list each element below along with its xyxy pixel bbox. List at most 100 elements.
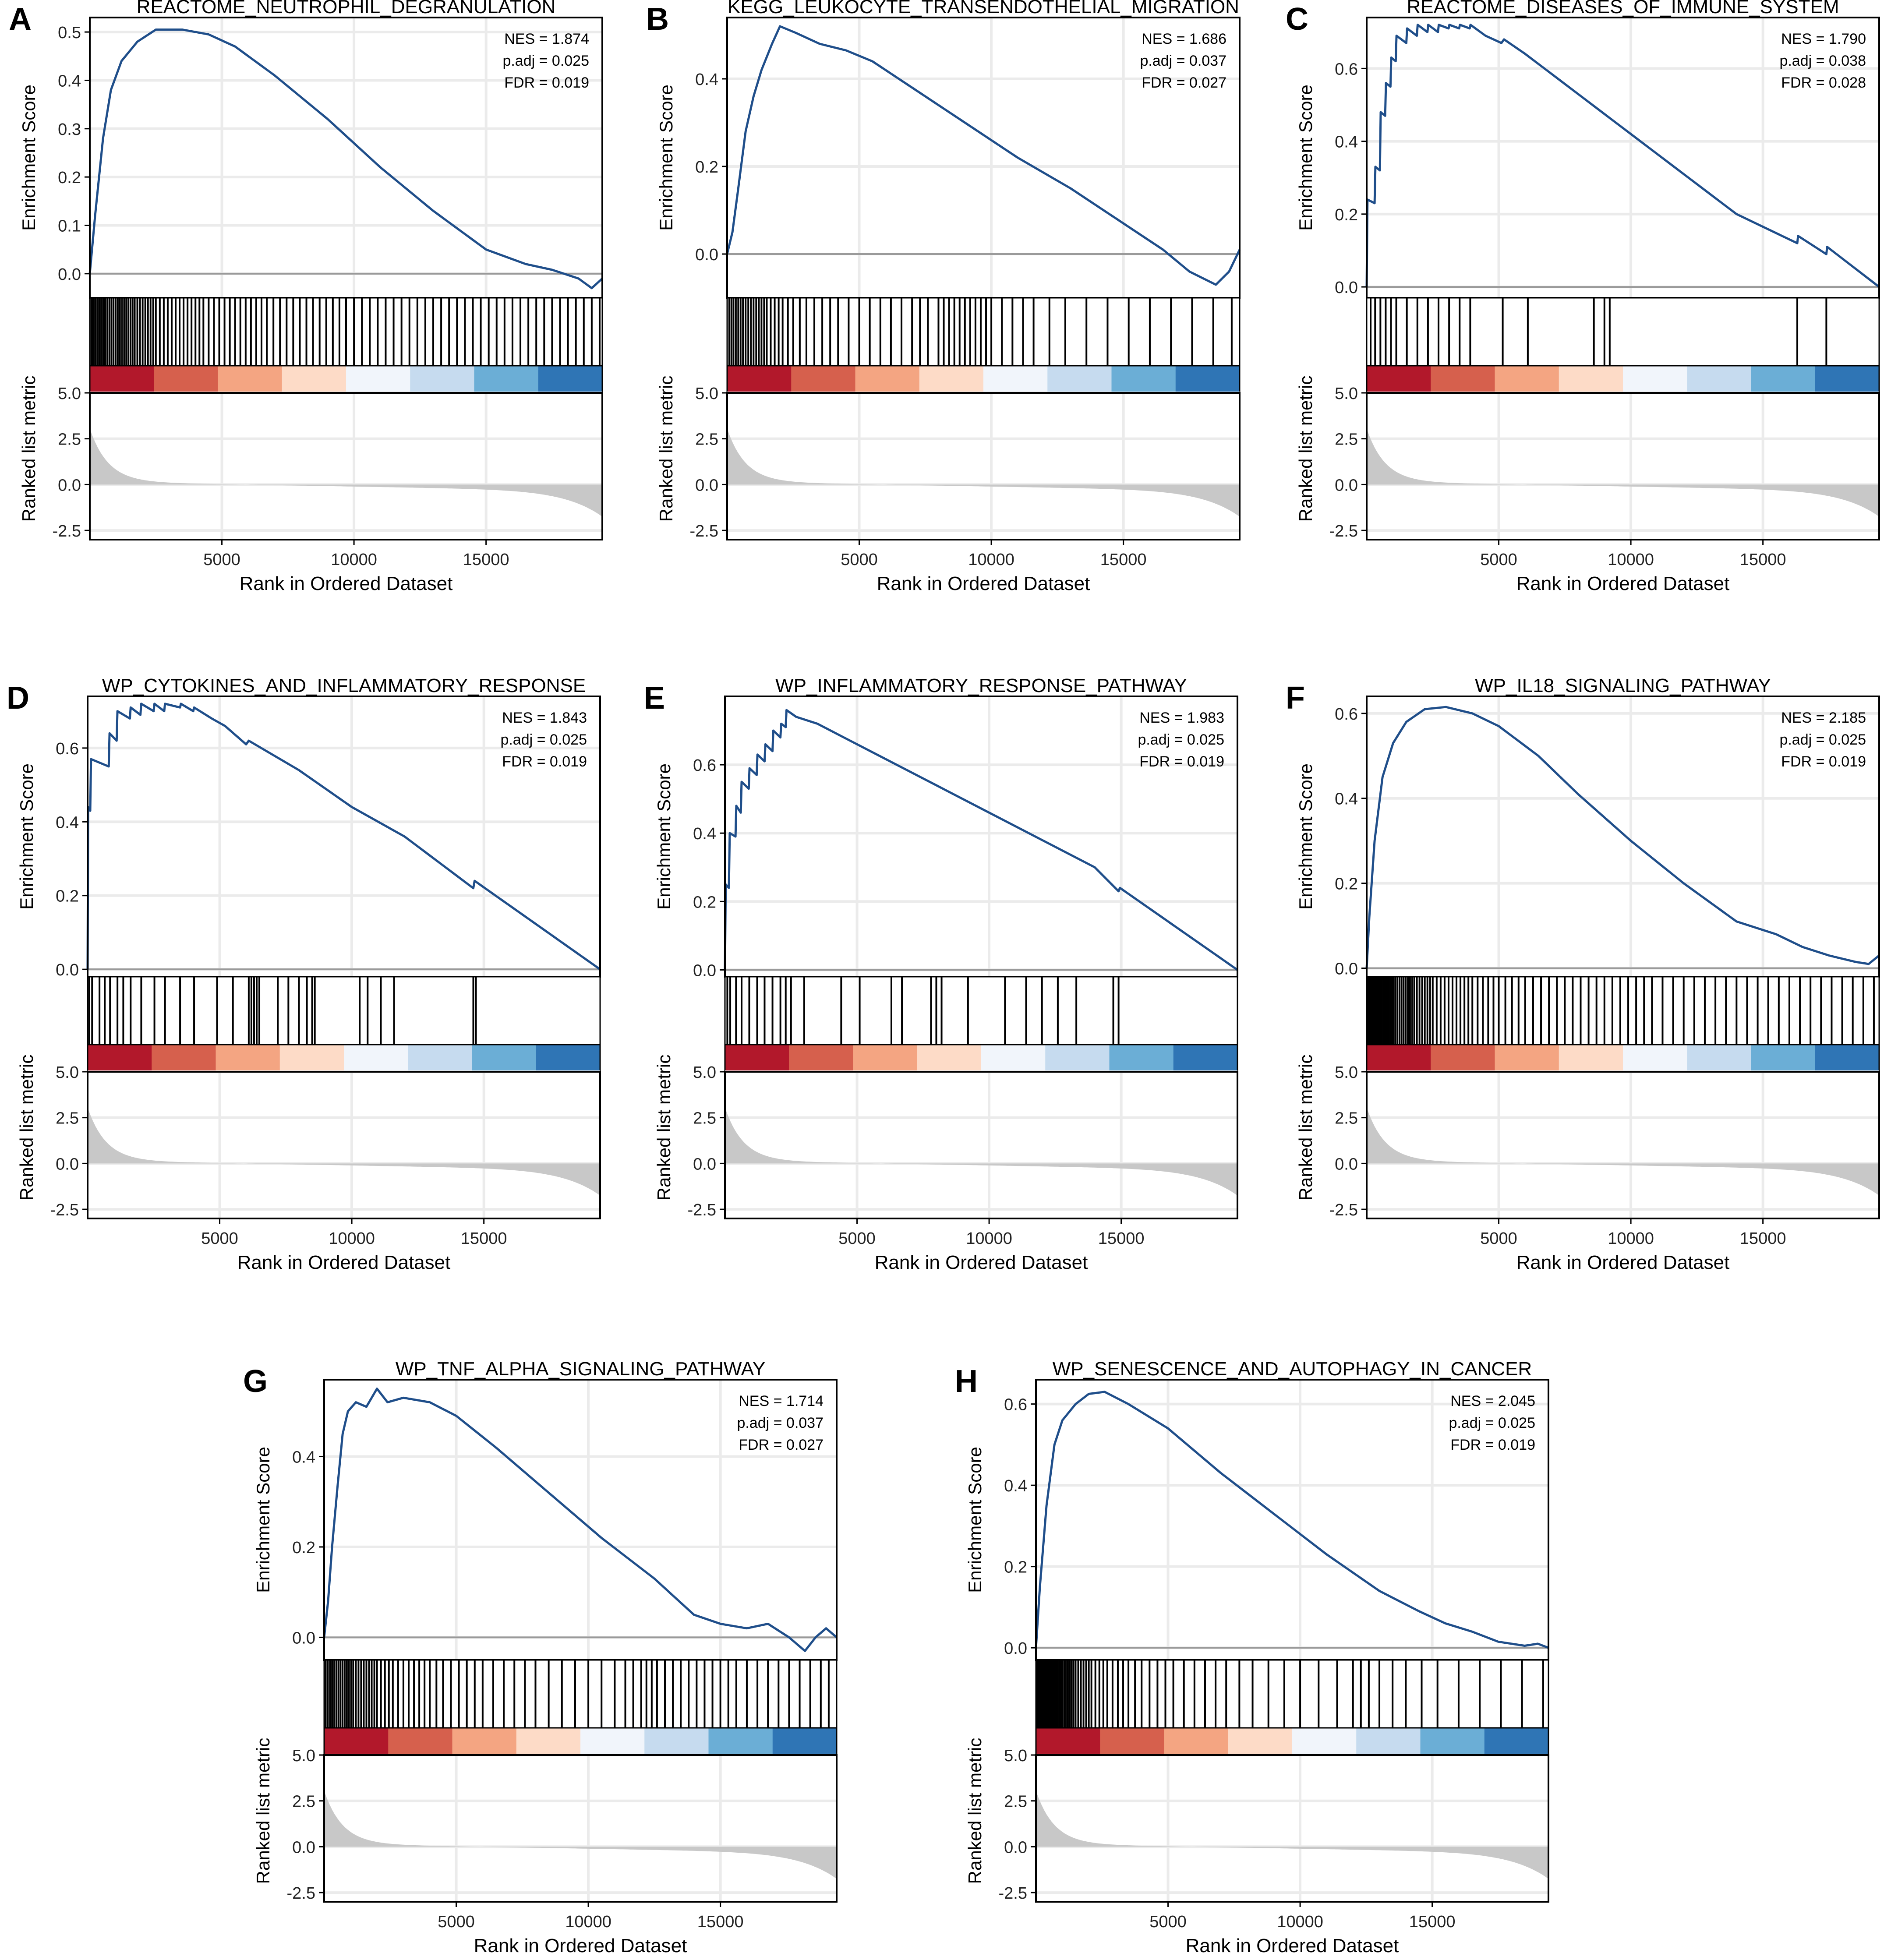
rank-tick-label: 5.0 — [1335, 1063, 1358, 1082]
rank-tick-label: 5.0 — [56, 1063, 79, 1082]
rank-ylabel: Ranked list metric — [1295, 1055, 1316, 1201]
heat-segment — [1751, 1045, 1816, 1072]
heat-segment — [154, 366, 219, 393]
rank-frame — [323, 1754, 838, 1903]
stat-text: NES = 1.790 — [1781, 31, 1866, 47]
heat-strip — [87, 1044, 601, 1073]
rank-panel: 5.0 2.5 0.0 -2.5 5000 10000 15000 Ranked list m… — [1295, 1055, 1880, 1273]
heat-segment — [917, 1045, 982, 1072]
rank-tick-label: -2.5 — [50, 1201, 79, 1219]
panel-g: G WP_TNF_ALPHA_SIGNALING_PATHWAY 0.0 0.2 0.4… — [243, 1358, 838, 1956]
heat-segment — [1367, 366, 1432, 393]
rank-background — [727, 393, 1240, 540]
heat-segment — [344, 1045, 409, 1072]
rank-tick-label: 2.5 — [1004, 1793, 1027, 1811]
es-curve — [88, 28, 603, 290]
hit-frame — [724, 976, 1238, 1045]
panel-letter: A — [9, 2, 32, 37]
hit-frame — [726, 297, 1241, 367]
panel-letter: E — [644, 681, 665, 716]
es-background — [1367, 18, 1879, 298]
es-background — [88, 696, 600, 977]
x-tick-label: 5000 — [841, 551, 878, 569]
stat-text: FDR = 0.019 — [1450, 1437, 1535, 1453]
rank-tick-label: 0.0 — [292, 1838, 315, 1857]
heat-segment — [727, 366, 792, 393]
hit-frame — [323, 1659, 838, 1729]
heat-segment — [410, 366, 475, 393]
stat-text: NES = 2.045 — [1450, 1393, 1535, 1409]
stat-text: p.adj = 0.025 — [1449, 1415, 1535, 1431]
es-ylabel: Enrichment Score — [965, 1447, 985, 1593]
rank-tick-label: 5.0 — [1335, 385, 1358, 403]
heat-strip — [1035, 1727, 1549, 1756]
heat-segment — [1495, 1045, 1559, 1072]
heat-segment — [791, 366, 856, 393]
heat-segment — [472, 1045, 537, 1072]
panel-b: B KEGG_LEUKOCYTE_TRANSENDOTHELIAL_MIGRATI… — [646, 0, 1241, 594]
heat-segment — [279, 1045, 344, 1072]
es-panel: 0.0 0.2 0.4 0.6 Enrichment Score NES = 1.790 p… — [1295, 17, 1880, 299]
heat-segment — [1164, 1728, 1229, 1755]
es-background — [727, 18, 1240, 298]
x-label: Rank in Ordered Dataset — [877, 573, 1090, 594]
x-tick-label: 5000 — [1149, 1913, 1187, 1931]
chart-title: WP_SENESCENCE_AND_AUTOPHAGY_IN_CANCER — [1053, 1358, 1532, 1380]
heat-segment — [216, 1045, 280, 1072]
chart-title: WP_IL18_SIGNALING_PATHWAY — [1475, 675, 1771, 696]
stat-text: p.adj = 0.037 — [737, 1415, 824, 1431]
x-tick-label: 5000 — [1480, 1229, 1517, 1248]
es-tick-label: 0.2 — [1335, 875, 1358, 893]
chart-title: REACTOME_DISEASES_OF_IMMUNE_SYSTEM — [1407, 0, 1839, 18]
heat-segment — [346, 366, 411, 393]
rank-tick-label: -2.5 — [999, 1884, 1027, 1903]
heat-segment — [789, 1045, 854, 1072]
x-tick-label: 10000 — [1277, 1913, 1323, 1931]
x-tick-label: 15000 — [463, 551, 509, 569]
x-label: Rank in Ordered Dataset — [474, 1935, 687, 1956]
x-tick-label: 5000 — [838, 1229, 876, 1248]
rank-panel: 5.0 2.5 0.0 -2.5 5000 10000 15000 Ranked list m… — [1295, 376, 1880, 594]
es-tick-label: 0.2 — [292, 1539, 315, 1557]
rank-background — [1036, 1755, 1548, 1902]
hit-frame — [1035, 1659, 1549, 1729]
rank-tick-label: 0.0 — [56, 1155, 79, 1173]
heat-segment — [853, 1045, 918, 1072]
x-tick-label: 10000 — [331, 551, 377, 569]
es-ylabel: Enrichment Score — [18, 85, 39, 231]
es-tick-label: 0.2 — [58, 169, 81, 187]
heat-segment — [708, 1728, 773, 1755]
heat-segment — [1111, 366, 1176, 393]
rank-tick-label: -2.5 — [53, 522, 81, 540]
chart-title: KEGG_LEUKOCYTE_TRANSENDOTHELIAL_MIGRATIO… — [728, 0, 1239, 18]
x-tick-label: 10000 — [966, 1229, 1012, 1248]
es-tick-label: 0.6 — [693, 756, 716, 775]
heat-segment — [772, 1728, 837, 1755]
rank-ylabel: Ranked list metric — [656, 376, 676, 522]
es-ylabel: Enrichment Score — [656, 85, 676, 231]
es-ylabel: Enrichment Score — [1295, 85, 1316, 231]
rank-panel: 5.0 2.5 0.0 -2.5 5000 10000 15000 Ranked list m… — [16, 1055, 601, 1273]
es-tick-label: 0.2 — [56, 887, 79, 906]
heat-segment — [452, 1728, 517, 1755]
rank-panel: 5.0 2.5 0.0 -2.5 5000 10000 15000 Ranked list m… — [656, 376, 1241, 594]
heat-segment — [1356, 1728, 1421, 1755]
rank-tick-label: 2.5 — [693, 1109, 716, 1128]
heat-segment — [1431, 1045, 1495, 1072]
heat-segment — [516, 1728, 581, 1755]
heat-segment — [1367, 1045, 1432, 1072]
es-tick-label: 0.4 — [695, 71, 718, 89]
rank-tick-label: -2.5 — [1329, 522, 1358, 540]
es-curve — [1035, 1391, 1549, 1649]
x-tick-label: 15000 — [1409, 1913, 1456, 1931]
heat-segment — [1815, 1045, 1880, 1072]
heat-segment — [1815, 366, 1880, 393]
rank-frame — [724, 1071, 1238, 1219]
rank-ylabel: Ranked list metric — [1295, 376, 1316, 522]
rank-panel: 5.0 2.5 0.0 -2.5 5000 10000 15000 Ranked list m… — [18, 376, 603, 594]
rank-tick-label: 2.5 — [1335, 1109, 1358, 1128]
hit-frame — [87, 976, 601, 1045]
panel-letter: C — [1286, 2, 1308, 37]
x-tick-label: 15000 — [1100, 551, 1147, 569]
heat-segment — [218, 366, 283, 393]
